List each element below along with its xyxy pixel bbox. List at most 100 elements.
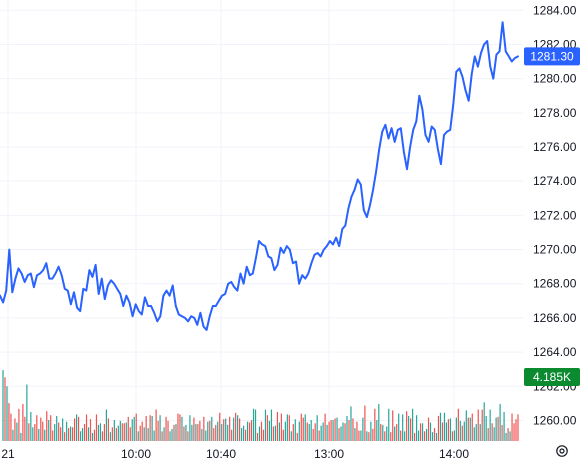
volume-bar bbox=[517, 414, 519, 441]
volume-bar bbox=[258, 426, 261, 441]
volume-bar bbox=[173, 424, 175, 441]
volume-bar bbox=[157, 420, 159, 441]
volume-bar bbox=[384, 431, 386, 441]
volume-bar bbox=[231, 429, 233, 441]
volume-bar bbox=[135, 413, 137, 441]
volume-bar bbox=[121, 423, 123, 441]
volume-bar bbox=[137, 431, 139, 441]
y-tick-label: 1266.00 bbox=[533, 311, 577, 325]
volume-bar bbox=[316, 415, 318, 441]
volume-bar bbox=[290, 431, 292, 441]
volume-bar bbox=[262, 429, 265, 441]
volume-bar bbox=[455, 417, 457, 441]
volume-bar bbox=[105, 409, 107, 441]
volume-bar bbox=[374, 408, 376, 441]
volume-bar bbox=[304, 414, 306, 441]
volume-bar bbox=[171, 428, 173, 441]
y-tick-label: 1280.00 bbox=[533, 72, 577, 86]
volume-bar bbox=[439, 412, 442, 441]
volume-bar bbox=[99, 423, 102, 441]
volume-bar bbox=[481, 409, 483, 441]
volume-bar bbox=[276, 411, 279, 441]
volume-bar bbox=[278, 422, 280, 441]
y-tick-label: 1260.00 bbox=[533, 413, 577, 427]
volume-badge bbox=[524, 368, 580, 386]
volume-bar bbox=[254, 409, 257, 441]
volume-bar bbox=[221, 424, 223, 441]
volume-bar bbox=[322, 422, 324, 441]
volume-bar bbox=[181, 416, 183, 441]
volume-bar bbox=[242, 425, 245, 441]
volume-bar bbox=[264, 409, 267, 441]
volume-bar bbox=[330, 420, 332, 441]
price-series bbox=[0, 21, 519, 331]
volume-bar bbox=[310, 420, 312, 441]
volume-bar bbox=[6, 386, 8, 441]
y-tick-label: 1284.00 bbox=[533, 3, 577, 17]
volume-bar bbox=[149, 415, 151, 441]
volume-bar bbox=[288, 415, 290, 441]
y-tick-label: 1268.00 bbox=[533, 277, 577, 291]
volume-bar bbox=[97, 424, 100, 441]
volume-bar bbox=[282, 429, 284, 441]
volume-bar bbox=[314, 423, 316, 441]
volume-bar bbox=[244, 429, 247, 441]
volume-bar bbox=[75, 414, 78, 441]
volume-bar bbox=[344, 423, 346, 441]
volume-bar bbox=[471, 413, 473, 441]
volume-bar bbox=[44, 429, 46, 441]
volume-bar bbox=[394, 426, 396, 441]
volume-bar bbox=[292, 424, 294, 441]
volume-bar bbox=[308, 424, 310, 441]
volume-bar bbox=[46, 411, 48, 441]
volume-bar bbox=[451, 431, 453, 441]
volume-bar bbox=[497, 416, 499, 441]
volume-bar bbox=[18, 408, 20, 441]
volume-bar bbox=[493, 427, 495, 441]
volume-bar bbox=[250, 420, 253, 441]
volume-bar bbox=[423, 431, 426, 441]
volume-bar bbox=[479, 424, 481, 441]
volume-bar bbox=[237, 415, 239, 441]
volume-bar bbox=[342, 422, 344, 441]
volume-bar bbox=[107, 418, 109, 441]
volume-bar bbox=[408, 416, 410, 441]
volume-bar bbox=[515, 419, 517, 441]
volume-bar bbox=[207, 421, 209, 441]
volume-bar bbox=[163, 427, 165, 441]
volume-bar bbox=[127, 416, 129, 441]
chart-settings-button[interactable] bbox=[553, 442, 571, 460]
x-tick-label: 21 bbox=[1, 447, 15, 461]
volume-bar bbox=[199, 420, 201, 441]
volume-bar bbox=[370, 421, 372, 441]
volume-bar bbox=[417, 430, 420, 441]
volume-bar bbox=[489, 409, 491, 441]
volume-bar bbox=[161, 431, 163, 441]
volume-bar bbox=[139, 425, 141, 441]
volume-bar bbox=[469, 417, 471, 441]
volume-bar bbox=[217, 421, 219, 441]
volume-bar bbox=[50, 415, 52, 441]
y-tick-label: 1274.00 bbox=[533, 174, 577, 188]
volume-bar bbox=[396, 424, 398, 441]
volume-bar bbox=[352, 418, 354, 441]
volume-bar bbox=[195, 424, 197, 441]
x-tick-label: 10:40 bbox=[206, 447, 236, 461]
volume-bar bbox=[239, 418, 241, 441]
x-axis-labels: 21 10:00 10:40 13:00 14:00 bbox=[1, 447, 469, 461]
volume-bar bbox=[109, 432, 111, 441]
x-tick-label: 14:00 bbox=[439, 447, 469, 461]
volume-bar bbox=[10, 413, 12, 441]
volume-bar bbox=[143, 427, 145, 441]
volume-bar bbox=[223, 419, 225, 441]
volume-bar bbox=[298, 421, 300, 441]
volume-bar bbox=[64, 432, 66, 441]
volume-bar bbox=[364, 405, 366, 441]
volume-bar bbox=[415, 415, 418, 441]
volume-bar bbox=[175, 424, 177, 441]
volume-bar bbox=[66, 421, 68, 441]
volume-bar bbox=[501, 424, 503, 441]
volume-bar bbox=[266, 415, 269, 441]
y-axis-labels: 1284.001282.001280.001278.001276.001274.… bbox=[533, 3, 577, 427]
